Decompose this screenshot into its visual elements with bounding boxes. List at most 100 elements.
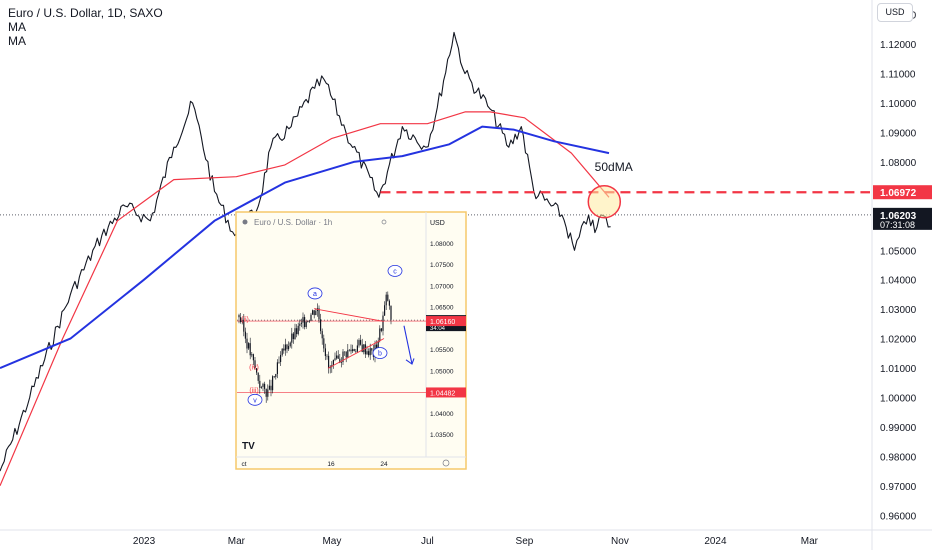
inset-candle-body bbox=[384, 305, 386, 316]
inset-x-tick: 24 bbox=[380, 461, 388, 468]
inset-candle-body bbox=[299, 323, 301, 326]
inset-candle-body bbox=[276, 362, 278, 375]
y-tick-label: 1.10000 bbox=[880, 99, 917, 110]
inset-candle-body bbox=[296, 328, 298, 335]
inset-candles bbox=[238, 291, 392, 403]
inset-candle-body bbox=[353, 349, 355, 352]
inset-price-label-bg bbox=[426, 387, 466, 398]
x-tick-label: May bbox=[322, 536, 341, 547]
inset-candle-body bbox=[241, 320, 243, 323]
inset-candle-body bbox=[268, 385, 270, 390]
inset-candle-body bbox=[248, 343, 250, 349]
inset-candle-body bbox=[244, 331, 246, 339]
x-tick-label: 2024 bbox=[704, 536, 727, 547]
inset-candle-body bbox=[344, 351, 346, 353]
y-tick-label: 0.96000 bbox=[880, 511, 917, 522]
y-tick-label: 1.00000 bbox=[880, 394, 917, 405]
inset-candle-body bbox=[339, 358, 341, 363]
inset-candle-body bbox=[364, 344, 366, 355]
inset-candle-body bbox=[292, 333, 294, 340]
inset-candle-body bbox=[356, 345, 358, 352]
inset-candle-body bbox=[382, 315, 384, 331]
y-tick-label: 1.09000 bbox=[880, 129, 917, 140]
price-label-value: 1.06972 bbox=[880, 188, 917, 199]
inset-candle-body bbox=[288, 346, 290, 350]
y-tick-label: 1.01000 bbox=[880, 364, 917, 375]
inset-symbol-icon bbox=[242, 219, 248, 225]
inset-candle-body bbox=[280, 354, 282, 362]
inset-x-tick: 16 bbox=[327, 461, 335, 468]
inset-candle-body bbox=[377, 340, 379, 349]
inset-price-label-bg bbox=[426, 316, 466, 327]
inset-arrow-down bbox=[403, 325, 415, 365]
y-tick-label: 1.08000 bbox=[880, 158, 917, 169]
inset-title: Euro / U.S. Dollar · 1h bbox=[254, 218, 332, 227]
inset-candle-body bbox=[315, 311, 317, 316]
inset-candle-body bbox=[345, 351, 347, 358]
x-tick-label: Jul bbox=[421, 536, 434, 547]
inset-candle-body bbox=[240, 317, 242, 323]
inset-candle-body bbox=[390, 305, 392, 320]
inset-y-tick: 1.03500 bbox=[430, 432, 454, 439]
inset-candle-body bbox=[284, 344, 286, 351]
inset-candle-body bbox=[302, 317, 304, 323]
inset-candle-body bbox=[286, 344, 288, 350]
y-tick-label: 0.99000 bbox=[880, 423, 917, 434]
price-label-countdown: 07:31:08 bbox=[880, 220, 915, 230]
inset-candle-body bbox=[355, 351, 357, 352]
inset-candle-body bbox=[260, 386, 262, 388]
y-tick-label: 0.97000 bbox=[880, 482, 917, 493]
indicator-ma-1[interactable]: MA bbox=[8, 20, 26, 34]
y-tick-label: 1.03000 bbox=[880, 305, 917, 316]
inset-candle-body bbox=[379, 328, 381, 341]
inset-candle-body bbox=[371, 348, 373, 351]
inset-currency: USD bbox=[430, 220, 445, 227]
y-tick-label: 1.12000 bbox=[880, 40, 917, 51]
inset-y-tick: 1.07000 bbox=[430, 283, 454, 290]
indicator-ma-2[interactable]: MA bbox=[8, 34, 26, 48]
inset-price-countdown: 34:04 bbox=[430, 326, 446, 332]
inset-candle-body bbox=[368, 351, 370, 356]
inset-y-tick: 1.05000 bbox=[430, 368, 454, 375]
inset-add-icon bbox=[381, 219, 387, 225]
inset-settings-icon bbox=[442, 459, 450, 467]
inset-candle-body bbox=[300, 322, 302, 324]
inset-candle-body bbox=[254, 360, 256, 369]
inset-triangle-lower bbox=[327, 338, 385, 369]
inset-candle-body bbox=[264, 383, 266, 389]
inset-x-tick: ct bbox=[241, 461, 246, 468]
inset-price-label: 1.06160 bbox=[430, 319, 455, 326]
inset-wave-label: (ii) bbox=[241, 316, 249, 323]
symbol-title: Euro / U.S. Dollar, 1D, SAXO bbox=[8, 6, 163, 20]
currency-button[interactable]: USD bbox=[877, 3, 913, 22]
inset-candle-body bbox=[304, 317, 306, 328]
y-tick-label: 1.05000 bbox=[880, 246, 917, 257]
inset-candle-body bbox=[294, 328, 296, 340]
inset-candle-body bbox=[281, 348, 283, 355]
inset-candle-body bbox=[348, 349, 350, 351]
inset-candle-body bbox=[283, 348, 285, 351]
inset-candle-body bbox=[323, 338, 325, 349]
inset-wave-label: a bbox=[313, 291, 317, 298]
inset-candle-body bbox=[278, 361, 280, 363]
inset-candle-body bbox=[318, 308, 320, 320]
inset-candle-body bbox=[380, 328, 382, 331]
inset-candle-body bbox=[252, 354, 254, 361]
inset-y-tick: 1.04000 bbox=[430, 411, 454, 418]
inset-candle-body bbox=[257, 372, 259, 381]
x-tick-label: Nov bbox=[611, 536, 629, 547]
inset-candle-body bbox=[320, 319, 322, 332]
inset-candle-body bbox=[251, 354, 253, 356]
inset-candle-body bbox=[387, 294, 389, 301]
inset-candle-body bbox=[238, 315, 240, 318]
inset-chart: Euro / U.S. Dollar · 1h USD 1.08000 1.07500… bbox=[235, 211, 467, 470]
inset-candle-body bbox=[246, 338, 248, 349]
inset-candle-body bbox=[361, 344, 363, 353]
inset-wave-label: v bbox=[253, 397, 257, 404]
inset-candle-body bbox=[291, 333, 293, 343]
inset-candle-body bbox=[262, 383, 264, 387]
inset-candle-body bbox=[297, 325, 299, 335]
inset-wave-label: (iv) bbox=[249, 365, 259, 372]
